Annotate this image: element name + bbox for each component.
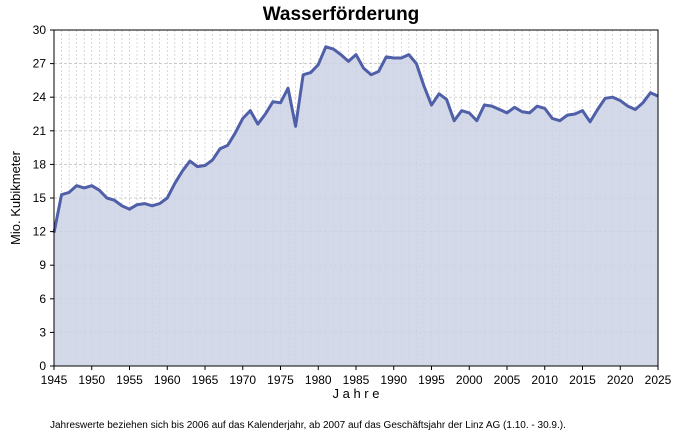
x-tick-label: 1965 [192,373,219,387]
y-tick-label: 9 [39,258,46,272]
x-tick-label: 1960 [154,373,181,387]
x-tick-label: 2025 [645,373,672,387]
x-axis-ticks: 1945 1950 1955 1960 1965 1970 1975 1980 1985 1990… [41,366,672,387]
x-tick-label: 2020 [607,373,634,387]
y-tick-label: 3 [39,325,46,339]
chart-title: Wasserförderung [262,4,420,25]
y-tick-label: 18 [33,157,47,171]
x-tick-label: 1995 [418,373,445,387]
x-tick-label: 1955 [116,373,143,387]
x-tick-label: 1990 [380,373,407,387]
area-fill [54,46,658,367]
y-tick-label: 15 [33,191,47,205]
x-tick-label: 1970 [229,373,256,387]
y-axis-ticks: 0 3 6 9 12 15 18 21 24 27 30 [33,23,54,373]
y-axis-label: Mio. Kubikmeter [8,150,23,245]
x-tick-label: 2015 [569,373,596,387]
y-tick-label: 24 [33,90,47,104]
series-line [52,45,659,234]
x-tick-label: 1975 [267,373,294,387]
y-tick-label: 30 [33,23,47,37]
y-tick-label: 27 [33,57,47,71]
x-tick-label: 2005 [494,373,521,387]
x-tick-label: 1950 [78,373,105,387]
x-axis-label: J a h r e [333,386,380,401]
y-tick-label: 0 [39,359,46,373]
y-tick-label: 12 [33,225,47,239]
y-tick-label: 21 [33,124,47,138]
x-tick-label: 2000 [456,373,483,387]
x-tick-label: 2010 [531,373,558,387]
x-tick-label: 1985 [343,373,370,387]
y-tick-label: 6 [39,292,46,306]
x-tick-label: 1945 [41,373,68,387]
x-tick-label: 1980 [305,373,332,387]
footnote: Jahreswerte beziehen sich bis 2006 auf d… [50,420,566,431]
